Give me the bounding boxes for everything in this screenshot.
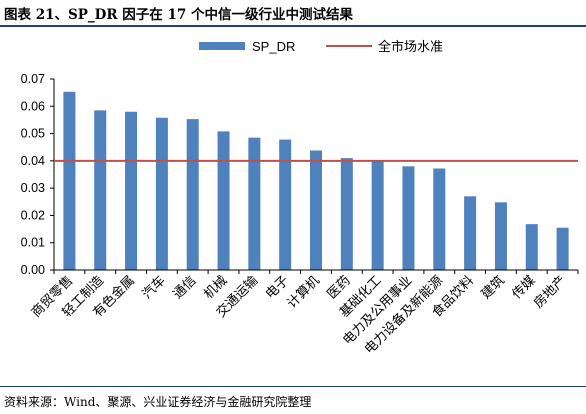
y-tick-label: 0.01: [21, 236, 45, 250]
y-tick-label: 0.04: [21, 154, 45, 168]
figure-title: 图表 21、SP_DR 因子在 17 个中信一级行业中测试结果: [4, 7, 353, 23]
legend-swatch-sp-dr: [199, 42, 245, 50]
x-tick-label: 汽车: [139, 273, 169, 303]
bar: [371, 160, 384, 270]
bar: [494, 202, 507, 270]
y-tick-label: 0.05: [21, 127, 45, 141]
bar: [125, 111, 138, 270]
legend-label-market-level: 全市场水准: [378, 39, 443, 54]
y-tick-label: 0.07: [21, 72, 45, 86]
y-tick-label: 0.06: [21, 99, 45, 113]
x-tick-label: 计算机: [285, 273, 323, 311]
source-divider: [0, 386, 586, 387]
bar: [248, 137, 261, 270]
bar: [63, 91, 76, 271]
bar: [186, 119, 199, 270]
bar: [402, 166, 415, 270]
bar: [279, 139, 292, 270]
x-tick-label: 建筑: [478, 273, 508, 303]
bars: [63, 91, 569, 271]
bar: [525, 224, 538, 270]
legend: SP_DR 全市场水准: [199, 39, 443, 54]
bar: [217, 131, 230, 270]
x-tick-label: 房地产: [531, 273, 570, 312]
source-note: 资料来源：Wind、聚源、兴业证券经济与金融研究院整理: [4, 395, 312, 409]
bar: [94, 110, 107, 270]
bar: [556, 227, 569, 270]
y-tick-label: 0.03: [21, 181, 45, 195]
bar: [155, 117, 168, 270]
bar: [464, 196, 477, 270]
bar-chart: SP_DR 全市场水准 0.00 0.01 0.02 0.03 0.04 0.05 0.06…: [21, 39, 579, 357]
y-axis: 0.00 0.01 0.02 0.03 0.04 0.05 0.06 0.07: [21, 72, 55, 277]
y-tick-label: 0.00: [21, 263, 45, 277]
y-tick-label: 0.02: [21, 208, 45, 222]
x-tick-label: 通信: [171, 273, 200, 302]
title-divider: [0, 25, 586, 27]
bar: [340, 158, 353, 270]
bar: [310, 150, 322, 270]
legend-label-sp-dr: SP_DR: [252, 39, 295, 54]
bar: [433, 168, 446, 270]
